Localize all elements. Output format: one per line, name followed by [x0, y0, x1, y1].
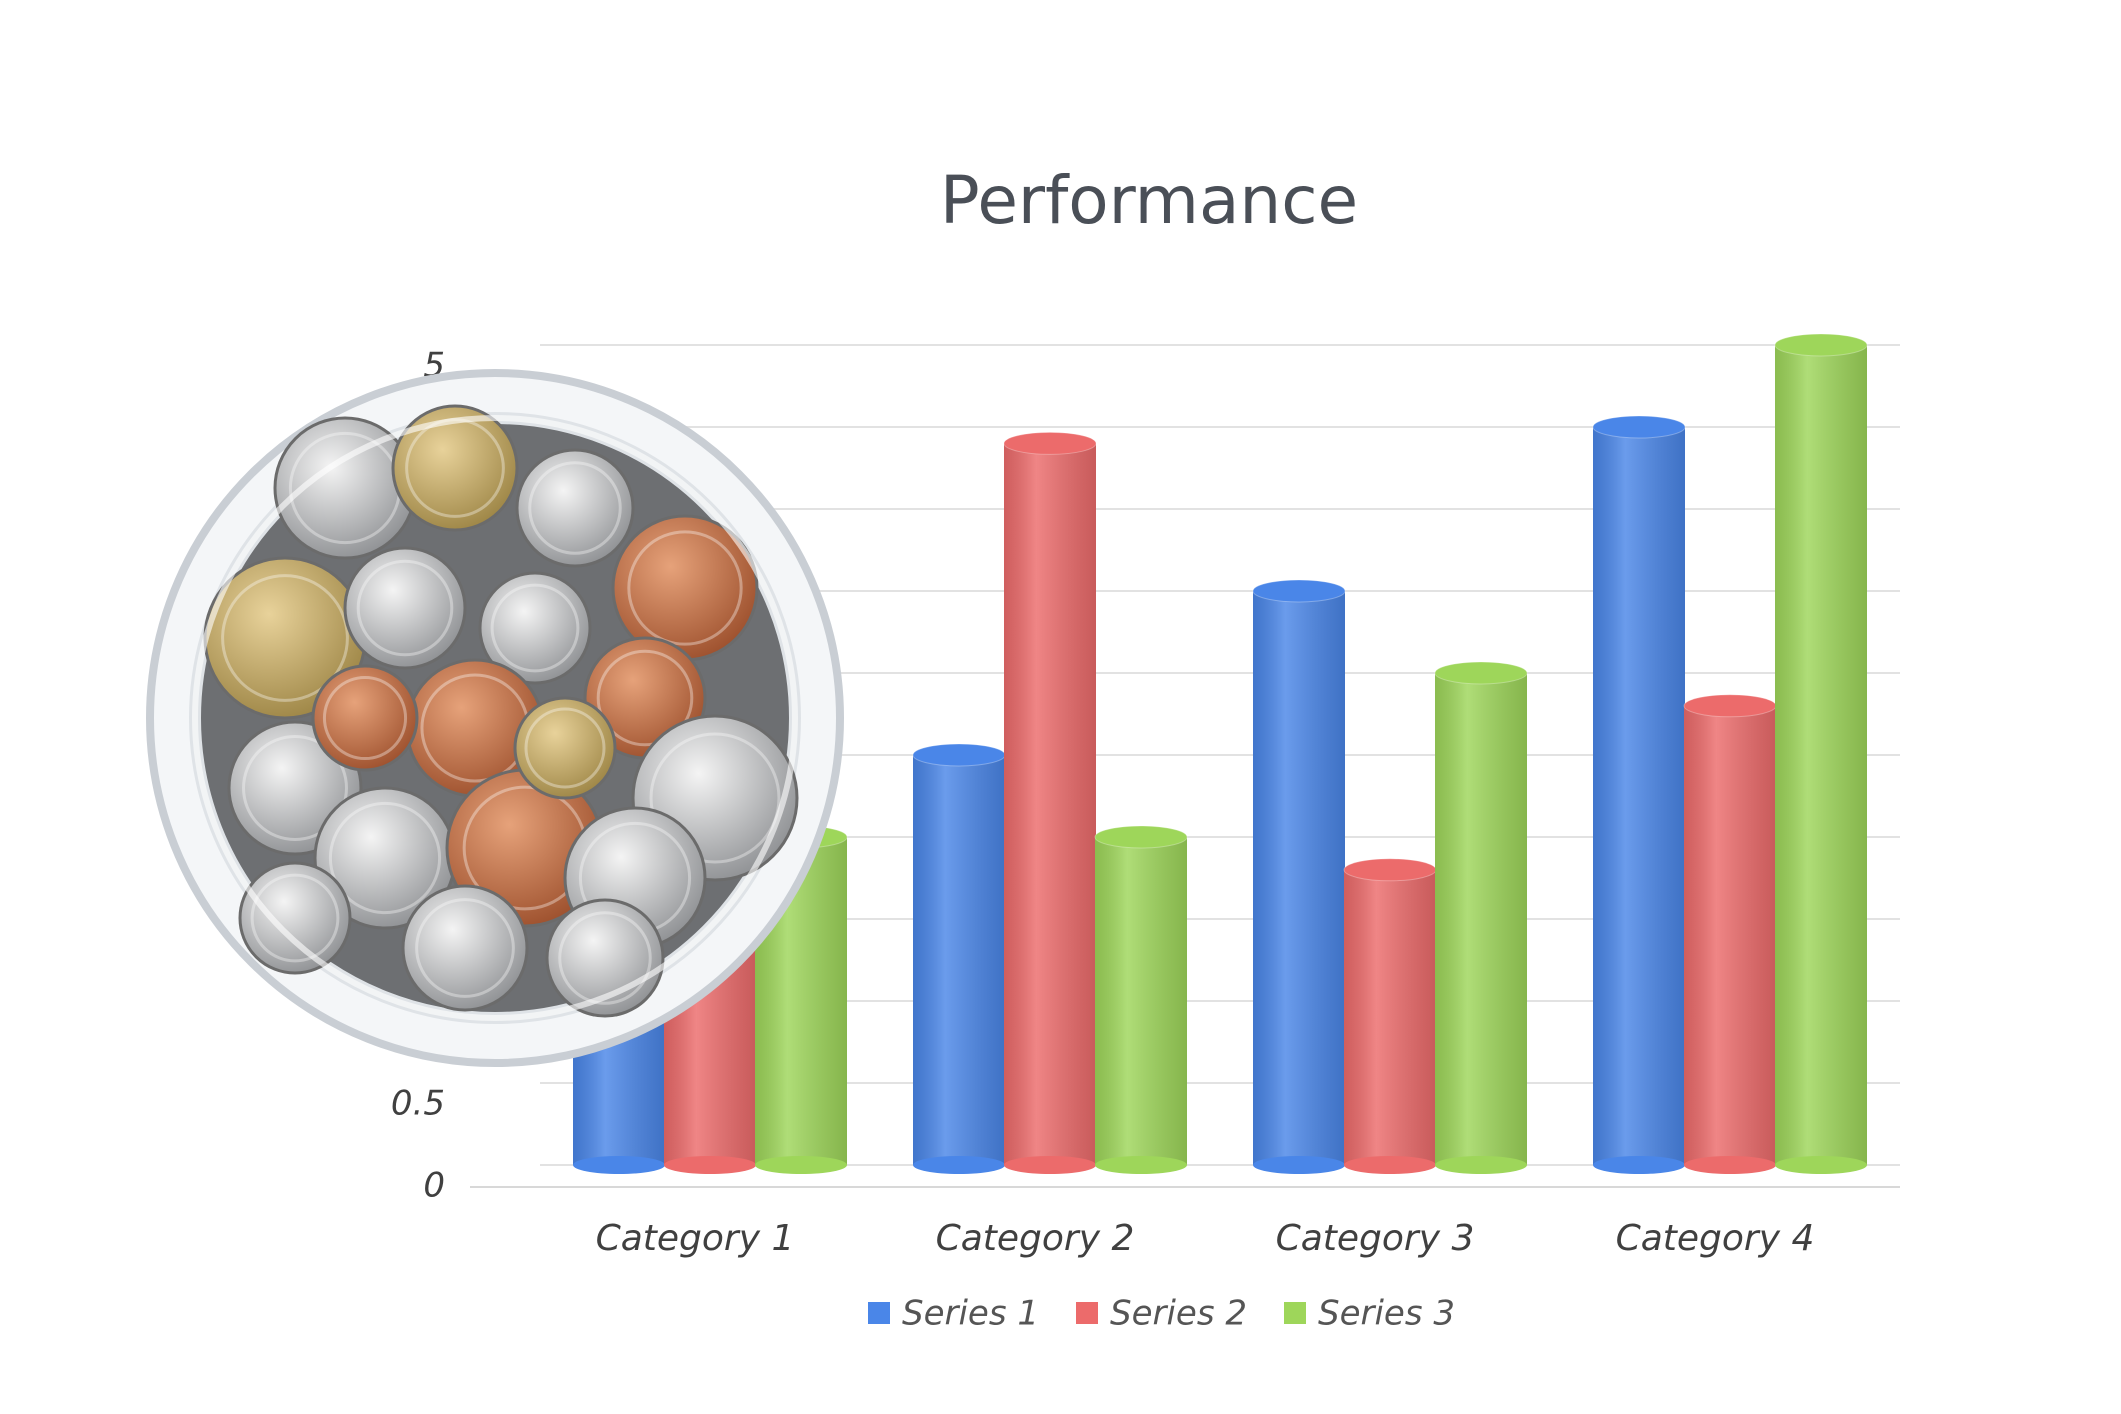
coin-ring: [322, 675, 408, 761]
coin: [343, 546, 467, 670]
x-tick-label: Category 3: [1276, 1218, 1475, 1259]
bar-shade: [1344, 869, 1436, 1165]
x-tick-label: Category 4: [1616, 1218, 1815, 1259]
bar-cap: [1003, 431, 1097, 455]
bar-cap: [1343, 858, 1437, 882]
bar-base: [664, 1156, 756, 1174]
coin-ring: [250, 873, 340, 963]
coin-ring: [328, 801, 442, 915]
coin: [238, 861, 352, 975]
x-tick-label: Category 1: [596, 1218, 795, 1259]
coin: [515, 448, 635, 568]
legend-swatch: [1284, 1302, 1306, 1324]
legend-swatch: [868, 1302, 890, 1324]
bar-shade: [1593, 427, 1685, 1165]
bar-cap: [1094, 825, 1188, 849]
coin: [478, 571, 592, 685]
bar-shade: [1095, 837, 1187, 1165]
y-tick-label: 0: [423, 1166, 445, 1206]
coin-ring: [524, 707, 606, 789]
coin-ring: [596, 649, 694, 747]
bar-base: [1435, 1156, 1527, 1174]
coin-ring: [356, 559, 454, 657]
coin-ring: [627, 530, 743, 646]
y-tick-label: 0.5: [391, 1084, 445, 1124]
bar-base: [1593, 1156, 1685, 1174]
bar-base: [573, 1156, 665, 1174]
bar-cap: [1434, 661, 1528, 685]
bar-cap: [912, 743, 1006, 767]
bar-shade: [1004, 443, 1096, 1165]
jar-glass: [192, 415, 798, 1021]
coin-ring: [490, 583, 580, 673]
bar-cap: [1683, 694, 1777, 718]
coin-ring: [221, 574, 349, 702]
coin-jar: [146, 369, 844, 1067]
coin: [273, 416, 417, 560]
coin: [513, 696, 617, 800]
bar-base: [1684, 1156, 1776, 1174]
bar-cap: [1252, 579, 1346, 603]
coin-ring: [558, 911, 652, 1005]
bar-base: [913, 1156, 1005, 1174]
bar-shade: [913, 755, 1005, 1165]
bar-base: [1253, 1156, 1345, 1174]
coin-ring: [415, 898, 515, 998]
coin: [311, 664, 419, 772]
legend-label: Series 3: [1318, 1294, 1455, 1334]
bar-base: [1775, 1156, 1867, 1174]
coin: [391, 404, 519, 532]
bar-cap: [1774, 333, 1868, 357]
bar-cap: [1592, 415, 1686, 439]
coin-ring: [649, 732, 781, 864]
bar-base: [1004, 1156, 1096, 1174]
bar-base: [1095, 1156, 1187, 1174]
bar-shade: [1684, 705, 1776, 1165]
coin: [401, 884, 529, 1012]
x-tick-label: Category 2: [936, 1218, 1135, 1259]
bar-base: [755, 1156, 847, 1174]
legend-label: Series 1: [902, 1294, 1039, 1334]
legend-label: Series 2: [1110, 1294, 1247, 1334]
legend-swatch: [1076, 1302, 1098, 1324]
bar-base: [1344, 1156, 1436, 1174]
bar-shade: [1253, 591, 1345, 1165]
bar-shade: [1775, 345, 1867, 1165]
bar-shade: [1435, 673, 1527, 1165]
coin-ring: [528, 461, 622, 555]
coin-ring: [242, 735, 348, 841]
chart-title: Performance: [940, 162, 1358, 239]
